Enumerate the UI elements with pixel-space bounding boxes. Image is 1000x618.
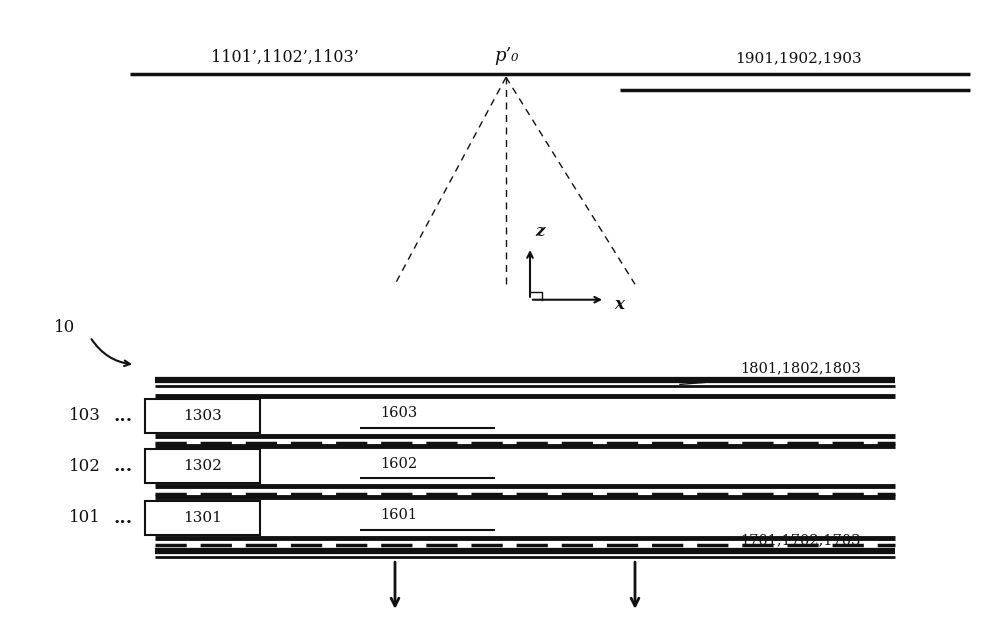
Text: 1601: 1601 — [380, 508, 417, 522]
Text: 102: 102 — [69, 458, 101, 475]
Bar — [145, 399, 260, 433]
Text: x: x — [614, 295, 624, 313]
Text: ...: ... — [113, 457, 133, 475]
Text: 1301: 1301 — [183, 510, 222, 525]
Bar — [145, 501, 260, 535]
Text: 1101’,1102’,1103’: 1101’,1102’,1103’ — [211, 49, 359, 66]
Text: ...: ... — [113, 407, 133, 425]
Text: ...: ... — [113, 509, 133, 527]
Text: z: z — [535, 222, 544, 240]
Bar — [145, 449, 260, 483]
Text: 1901,1902,1903: 1901,1902,1903 — [735, 51, 862, 65]
Text: 1701,1702,1703: 1701,1702,1703 — [740, 533, 860, 547]
Text: 1302: 1302 — [183, 459, 222, 473]
Text: 1602: 1602 — [380, 457, 417, 471]
Text: 10: 10 — [54, 319, 76, 336]
Text: 1303: 1303 — [183, 408, 222, 423]
Text: 101: 101 — [69, 509, 101, 526]
Text: 1603: 1603 — [380, 406, 417, 420]
Text: p’₀: p’₀ — [494, 47, 518, 65]
Text: 1801,1802,1803: 1801,1802,1803 — [740, 362, 861, 376]
Text: 103: 103 — [69, 407, 101, 424]
